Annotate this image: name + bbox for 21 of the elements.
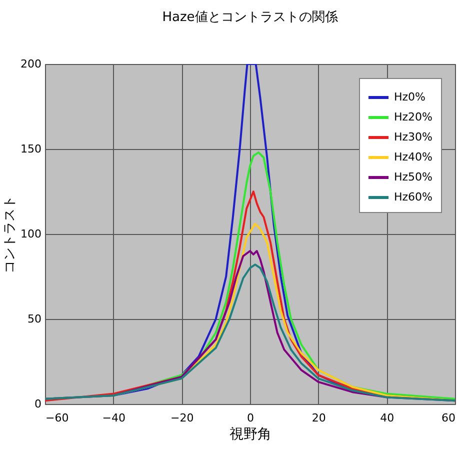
y-axis-title: コントラスト [2,196,18,274]
legend-label: Hz40% [394,150,432,164]
y-tick-label: 0 [34,398,42,410]
chart-title: Haze値とコントラストの関係 [162,10,338,25]
x-tick-label: 0 [247,412,254,424]
legend-label: Hz60% [394,190,432,204]
y-tick-label: 200 [20,58,42,70]
x-tick-label: −20 [170,412,194,424]
y-tick-label: 100 [20,228,42,240]
y-tick-label: 50 [28,312,42,326]
legend-label: Hz20% [394,110,432,124]
x-tick-label: −60 [46,412,69,424]
legend-label: Hz0% [394,90,426,104]
y-tick-label: 150 [20,142,42,156]
legend-label: Hz30% [394,130,432,144]
legend-label: Hz50% [394,170,432,184]
x-tick-label: 40 [380,412,394,424]
x-tick-label: 60 [442,412,456,424]
x-axis-title: 視野角 [230,426,272,442]
x-tick-label: −40 [102,412,126,424]
x-tick-label: 20 [312,412,326,424]
